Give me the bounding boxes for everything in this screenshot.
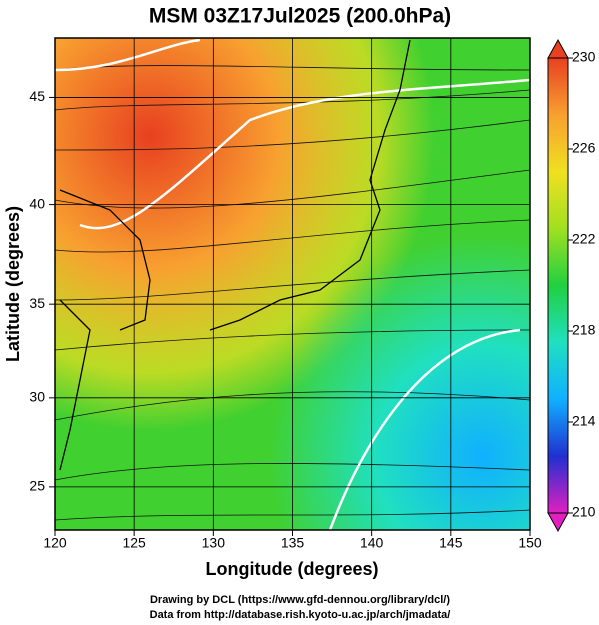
coastline xyxy=(59,39,411,471)
footer: Data from http://database.rish.kyoto-u.a… xyxy=(150,609,451,621)
streamlines xyxy=(55,65,530,521)
y-tick-label: 35 xyxy=(29,295,45,311)
colorbar-tick-label: 226 xyxy=(572,140,596,156)
x-tick-label: 120 xyxy=(43,535,67,551)
y-tick-label: 40 xyxy=(29,195,45,211)
colorbar-extend xyxy=(547,512,569,533)
colorbar-tick-label: 210 xyxy=(572,504,596,520)
x-tick-label: 125 xyxy=(122,535,146,551)
x-tick-label: 140 xyxy=(360,535,384,551)
colorbar-tick-label: 222 xyxy=(572,231,596,247)
colorbar-tick-label: 214 xyxy=(572,413,596,429)
x-tick-label: 130 xyxy=(202,535,226,551)
footer: Drawing by DCL (https://www.gfd-dennou.o… xyxy=(150,594,450,606)
y-tick-label: 25 xyxy=(29,478,45,494)
x-tick-label: 150 xyxy=(518,535,542,551)
x-tick-label: 145 xyxy=(439,535,463,551)
y-tick-label: 45 xyxy=(29,88,45,104)
y-axis-label: Latitude (degrees) xyxy=(3,206,23,362)
colorbar-tick-label: 230 xyxy=(572,49,596,65)
colorbar-tick-label: 218 xyxy=(572,322,596,338)
x-axis-label: Longitude (degrees) xyxy=(205,559,378,579)
colorbar xyxy=(547,57,569,514)
colorbar-extend xyxy=(547,38,569,59)
chart-title: MSM 03Z17Jul2025 (200.0hPa) xyxy=(149,5,451,28)
y-tick-label: 30 xyxy=(29,389,45,405)
x-tick-label: 135 xyxy=(281,535,305,551)
